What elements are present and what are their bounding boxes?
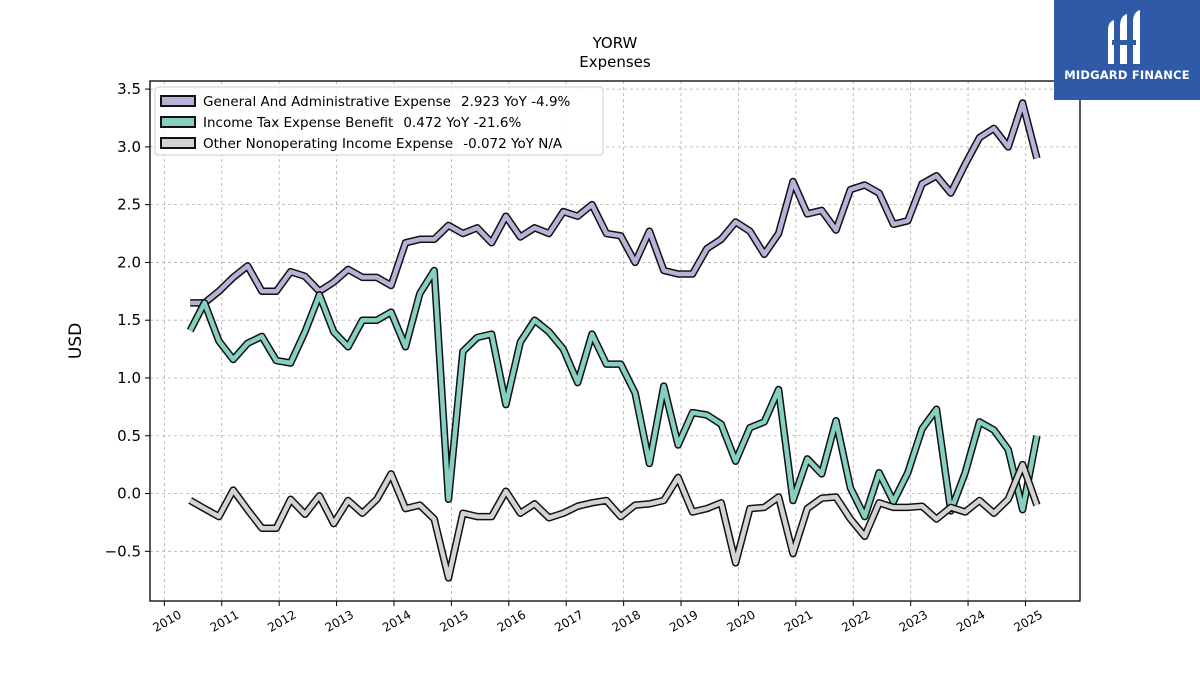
y-tick-label: 1.0 bbox=[117, 369, 141, 387]
grid-lines bbox=[150, 81, 1080, 601]
x-tick-label: 2012 bbox=[265, 607, 298, 634]
x-tick-label: 2025 bbox=[1012, 607, 1045, 634]
x-tick-label: 2019 bbox=[667, 607, 700, 634]
x-tick-label: 2013 bbox=[323, 607, 356, 634]
y-tick-label: 2.5 bbox=[117, 196, 141, 214]
x-tick-label: 2011 bbox=[208, 607, 241, 634]
x-tick-label: 2018 bbox=[610, 607, 643, 634]
chart-subtitle: Expenses bbox=[579, 53, 651, 71]
legend-series-name: Income Tax Expense Benefit bbox=[203, 115, 393, 131]
chart-title: YORW bbox=[592, 34, 638, 52]
brand-name: MIDGARD FINANCE bbox=[1064, 68, 1190, 82]
x-tick-label: 2014 bbox=[380, 607, 413, 634]
legend-entry-label: Income Tax Expense Benefit 0.472 YoY -21.… bbox=[203, 115, 521, 131]
legend-swatch bbox=[160, 116, 196, 128]
legend-series-name: General And Administrative Expense bbox=[203, 94, 451, 110]
x-tick-label: 2017 bbox=[552, 607, 585, 634]
legend-series-summary: 0.472 YoY -21.6% bbox=[403, 115, 521, 131]
series-line-0 bbox=[190, 100, 1040, 306]
x-tick-label: 2016 bbox=[495, 607, 528, 634]
legend-box bbox=[154, 86, 604, 156]
x-tick-label: 2023 bbox=[897, 607, 930, 634]
x-tick-label: 2010 bbox=[150, 607, 183, 634]
y-tick-label: 1.5 bbox=[117, 311, 141, 329]
y-tick-label: 2.0 bbox=[117, 253, 141, 271]
axis-ticks: 2010 2011 2012 2013 2014 2015 2016 2017 2018 2019… bbox=[105, 80, 1045, 635]
y-axis-label: USD bbox=[66, 323, 86, 359]
plot-frame bbox=[149, 80, 1081, 602]
series-outline-2 bbox=[188, 460, 1041, 582]
brand-logo: MIDGARD FINANCE bbox=[1054, 0, 1200, 100]
series-line-1 bbox=[188, 268, 1040, 519]
series-line-2 bbox=[189, 462, 1040, 581]
y-tick-label: 0.0 bbox=[117, 485, 141, 503]
x-tick-label: 2022 bbox=[839, 607, 872, 634]
series-outline-1 bbox=[186, 266, 1041, 521]
y-tick-label: −0.5 bbox=[105, 542, 141, 560]
y-tick-label: 0.5 bbox=[117, 427, 141, 445]
legend-series-name: Other Nonoperating Income Expense bbox=[203, 136, 453, 152]
x-tick-label: 2020 bbox=[724, 607, 757, 634]
legend-swatch bbox=[160, 95, 196, 107]
legend-entry-label: Other Nonoperating Income Expense -0.072 … bbox=[203, 136, 563, 152]
series-layer bbox=[186, 99, 1041, 582]
x-tick-label: 2015 bbox=[437, 607, 470, 634]
x-tick-label: 2021 bbox=[782, 607, 815, 634]
x-tick-label: 2024 bbox=[954, 607, 987, 634]
legend-entry-label: General And Administrative Expense 2.923 … bbox=[203, 94, 571, 110]
legend-swatch bbox=[160, 137, 196, 149]
y-tick-label: 3.0 bbox=[117, 138, 141, 156]
y-tick-label: 3.5 bbox=[117, 80, 141, 98]
legend-series-summary: -0.072 YoY N/A bbox=[463, 136, 563, 152]
legend-series-summary: 2.923 YoY -4.9% bbox=[461, 94, 571, 110]
brand-mark-icon bbox=[1108, 10, 1140, 64]
legend: General And Administrative Expense 2.923 … bbox=[154, 86, 604, 156]
